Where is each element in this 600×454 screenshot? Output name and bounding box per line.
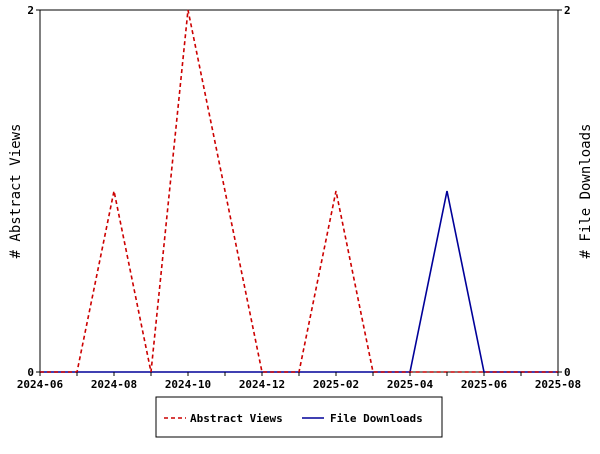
y-left-tick-label: 0 (27, 366, 34, 379)
x-tick-label: 2024-10 (165, 378, 211, 391)
x-tick-label: 2025-08 (535, 378, 581, 391)
x-tick-label: 2024-06 (17, 378, 64, 391)
legend-label: Abstract Views (190, 412, 283, 425)
x-tick-label: 2024-08 (91, 378, 137, 391)
y-axis-right-title: # File Downloads (578, 124, 594, 259)
x-tick-label: 2025-02 (313, 378, 359, 391)
legend: Abstract Views File Downloads (155, 396, 443, 438)
plot-area (39, 9, 559, 373)
y-right-tick-label: 0 (564, 366, 571, 379)
x-tick-label: 2024-12 (239, 378, 285, 391)
x-tick-label: 2025-04 (387, 378, 434, 391)
ticks-layer: 2024-06 2024-08 2024-10 2024-12 2025-02 2025-… (17, 4, 581, 391)
series-line-file-downloads (40, 190, 558, 373)
plot-frame (39, 9, 559, 373)
x-tick-label: 2025-06 (461, 378, 508, 391)
y-axis-left-title: # Abstract Views (8, 124, 24, 259)
legend-box (155, 396, 443, 438)
series-layer (40, 9, 558, 373)
y-right-tick-label: 2 (564, 4, 571, 17)
series-line-abstract-views (40, 9, 558, 373)
legend-label: File Downloads (330, 412, 423, 425)
y-left-tick-label: 2 (27, 4, 34, 17)
